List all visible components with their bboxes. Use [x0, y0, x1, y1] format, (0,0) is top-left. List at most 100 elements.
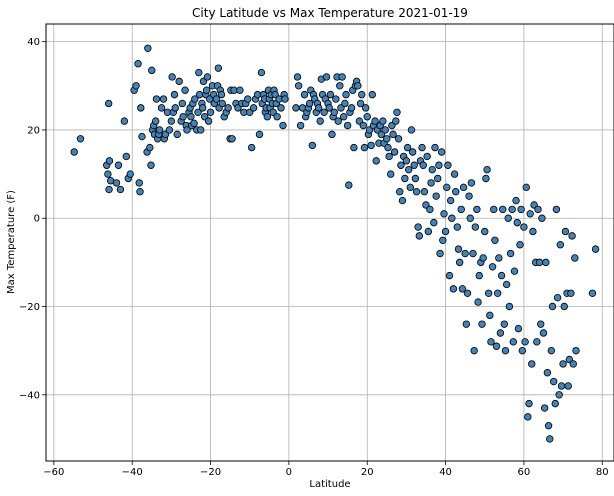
- data-point: [495, 254, 503, 262]
- data-point: [120, 117, 129, 125]
- data-point: [134, 60, 142, 68]
- data-point: [104, 170, 112, 178]
- data-point: [474, 298, 482, 306]
- x-tick-label: −20: [200, 467, 221, 478]
- data-point: [407, 126, 416, 134]
- data-point: [367, 141, 375, 150]
- data-point: [506, 249, 515, 258]
- data-point: [401, 174, 409, 183]
- data-point: [385, 152, 393, 161]
- data-point: [490, 205, 498, 214]
- data-point: [423, 152, 431, 161]
- data-point: [418, 143, 426, 152]
- data-point: [571, 254, 579, 262]
- data-point: [316, 117, 324, 125]
- data-point: [126, 170, 134, 178]
- data-point: [415, 232, 424, 240]
- data-point: [537, 320, 545, 328]
- data-point: [560, 302, 568, 311]
- data-point: [508, 205, 516, 214]
- data-point: [444, 161, 452, 169]
- data-point: [549, 377, 558, 386]
- data-point: [224, 104, 232, 112]
- data-point: [277, 104, 285, 112]
- data-point: [137, 104, 145, 112]
- data-point: [379, 117, 387, 125]
- data-point: [569, 360, 577, 368]
- data-point: [487, 338, 495, 346]
- data-point: [255, 130, 264, 139]
- data-point: [463, 289, 472, 297]
- data-point: [408, 148, 417, 156]
- data-point: [104, 99, 113, 108]
- data-point: [455, 258, 464, 267]
- data-point: [394, 135, 403, 143]
- data-point: [146, 143, 154, 152]
- data-point: [564, 382, 572, 390]
- data-point: [551, 399, 559, 408]
- data-point: [588, 289, 597, 297]
- data-point: [387, 170, 395, 178]
- data-point: [148, 66, 156, 75]
- data-point: [520, 223, 528, 231]
- data-points: [70, 44, 600, 443]
- data-point: [217, 90, 226, 99]
- x-axis-ticks: −60 −40 −20 0 20 40 60 80: [43, 461, 609, 478]
- x-tick-label: 0: [286, 467, 292, 478]
- data-point: [522, 183, 530, 192]
- data-point: [190, 119, 198, 128]
- data-point: [338, 73, 346, 81]
- data-point: [535, 258, 544, 267]
- data-point: [187, 112, 195, 121]
- data-point: [144, 44, 152, 52]
- data-point: [445, 271, 454, 280]
- data-point: [112, 179, 121, 187]
- data-point: [294, 82, 303, 90]
- data-point: [175, 77, 183, 86]
- data-point: [354, 82, 362, 90]
- data-point: [559, 360, 567, 368]
- data-point: [410, 161, 418, 169]
- data-point: [300, 90, 309, 99]
- data-point: [420, 188, 429, 196]
- data-point: [218, 99, 226, 108]
- data-point: [430, 218, 438, 227]
- data-point: [473, 205, 481, 214]
- data-point: [501, 346, 510, 355]
- data-point: [482, 174, 490, 183]
- data-point: [105, 185, 113, 194]
- data-point: [70, 148, 78, 156]
- x-tick-label: 40: [439, 467, 452, 478]
- y-tick-label: 40: [27, 37, 40, 48]
- data-point: [437, 148, 446, 156]
- data-point: [279, 121, 287, 130]
- data-point: [171, 104, 179, 112]
- data-point: [548, 302, 557, 311]
- data-point: [116, 185, 125, 194]
- data-point: [273, 112, 281, 121]
- data-point: [257, 68, 266, 77]
- data-point: [514, 324, 523, 333]
- data-point: [454, 245, 463, 253]
- data-point: [202, 86, 211, 94]
- data-point: [466, 214, 474, 222]
- data-point: [371, 117, 379, 125]
- y-axis-ticks: −40 −20 0 20 40: [19, 37, 46, 401]
- data-point: [212, 95, 221, 103]
- data-point: [521, 338, 529, 346]
- data-point: [492, 342, 501, 350]
- data-point: [470, 346, 478, 355]
- data-point: [453, 223, 462, 231]
- data-point: [181, 86, 189, 94]
- data-point: [157, 104, 166, 112]
- data-point: [122, 152, 131, 161]
- data-point: [484, 289, 493, 297]
- data-point: [105, 157, 114, 165]
- data-point: [567, 289, 575, 297]
- data-point: [486, 311, 494, 320]
- data-point: [383, 135, 391, 143]
- data-point: [147, 161, 155, 169]
- data-point: [496, 329, 505, 337]
- data-point: [343, 121, 352, 130]
